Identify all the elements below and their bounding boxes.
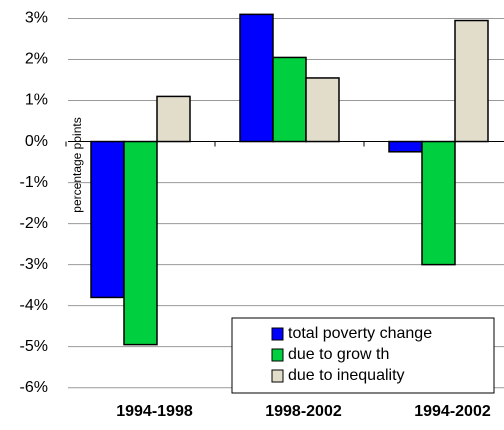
y-tick-label: -5% xyxy=(20,338,48,355)
y-tick-label: -4% xyxy=(20,297,48,314)
y-axis-label: percentage points xyxy=(70,117,84,212)
bar xyxy=(239,13,274,143)
legend-label: due to grow th xyxy=(288,346,389,363)
y-tick-label: 2% xyxy=(25,51,48,68)
bar xyxy=(305,77,340,143)
y-tick-label: -2% xyxy=(20,215,48,232)
y-tick-label: -3% xyxy=(20,256,48,273)
x-tick-label: 1994-1998 xyxy=(116,403,193,420)
bar xyxy=(388,140,423,153)
y-tick-label: 3% xyxy=(25,10,48,27)
y-tick-label: -6% xyxy=(20,379,48,396)
legend-swatch xyxy=(271,348,284,362)
x-tick-label: 1998-2002 xyxy=(265,403,342,420)
legend-swatch xyxy=(271,327,284,341)
bar xyxy=(454,19,489,143)
bar xyxy=(421,140,456,266)
y-tick-label: 1% xyxy=(25,92,48,109)
bar xyxy=(272,56,307,143)
bar xyxy=(123,140,158,346)
y-tick-label: -1% xyxy=(20,174,48,191)
legend-label: total poverty change xyxy=(288,325,432,342)
x-tick-label: 1994-2002 xyxy=(414,403,491,420)
y-tick-label: 0% xyxy=(25,133,48,150)
bar xyxy=(90,140,125,299)
legend: total poverty change due to grow th due to… xyxy=(231,317,495,394)
bar xyxy=(156,95,191,143)
legend-swatch xyxy=(271,369,284,383)
legend-label: due to inequality xyxy=(288,367,405,384)
